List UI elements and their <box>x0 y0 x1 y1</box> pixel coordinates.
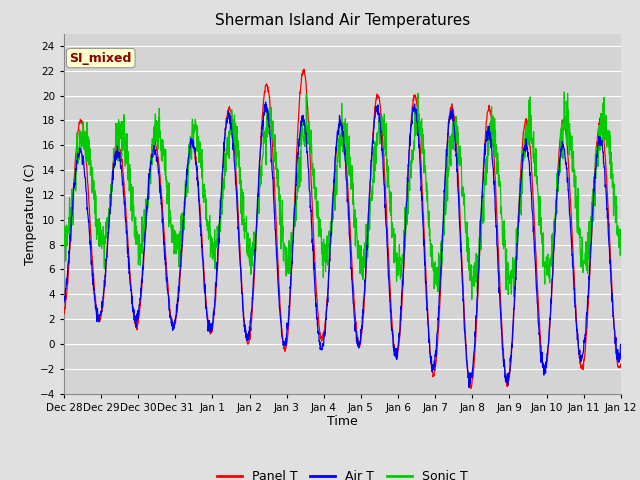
Y-axis label: Temperature (C): Temperature (C) <box>24 163 37 264</box>
Title: Sherman Island Air Temperatures: Sherman Island Air Temperatures <box>215 13 470 28</box>
Legend: Panel T, Air T, Sonic T: Panel T, Air T, Sonic T <box>212 465 472 480</box>
X-axis label: Time: Time <box>327 415 358 429</box>
Text: SI_mixed: SI_mixed <box>70 51 132 65</box>
